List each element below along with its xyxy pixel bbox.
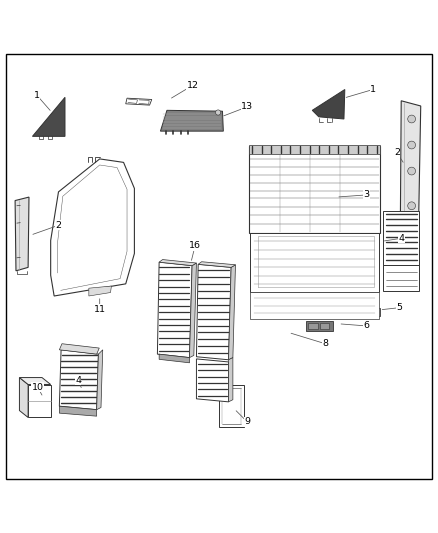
Polygon shape [15,197,29,271]
Polygon shape [219,384,244,427]
Circle shape [408,202,416,209]
Text: 3: 3 [364,190,370,199]
Polygon shape [51,159,134,296]
Polygon shape [159,354,190,363]
Text: 5: 5 [396,303,402,312]
Polygon shape [97,350,103,410]
Polygon shape [229,265,236,360]
Text: 8: 8 [322,339,328,348]
Circle shape [408,115,416,123]
Text: 4: 4 [398,234,404,243]
Text: 4: 4 [75,376,81,385]
Polygon shape [248,146,380,233]
Polygon shape [308,323,318,329]
Text: 1: 1 [370,85,376,94]
Polygon shape [160,110,223,131]
Text: 2: 2 [394,148,400,157]
Polygon shape [248,145,380,154]
Polygon shape [198,262,236,268]
Text: 16: 16 [189,241,201,250]
Text: 9: 9 [244,417,250,426]
Text: 1: 1 [34,91,40,100]
Polygon shape [306,321,333,330]
Polygon shape [89,286,111,296]
Polygon shape [312,90,345,119]
Polygon shape [190,263,196,358]
Polygon shape [19,377,28,417]
Polygon shape [60,406,97,416]
Polygon shape [348,308,380,317]
Text: 10: 10 [32,383,44,392]
Polygon shape [32,98,65,136]
Polygon shape [60,344,99,354]
Circle shape [408,167,416,175]
Polygon shape [320,323,329,329]
Circle shape [408,141,416,149]
Polygon shape [196,264,231,360]
Text: 11: 11 [94,304,106,313]
Polygon shape [19,377,51,384]
Circle shape [215,110,221,115]
Polygon shape [157,262,192,358]
Polygon shape [196,359,229,402]
Polygon shape [250,233,378,292]
Text: 6: 6 [364,321,370,330]
Polygon shape [28,384,51,417]
Polygon shape [229,358,233,402]
Polygon shape [383,265,419,291]
Polygon shape [60,350,99,410]
Polygon shape [126,98,152,105]
Polygon shape [250,292,378,319]
Text: 13: 13 [241,102,253,111]
Polygon shape [400,101,421,224]
Text: 12: 12 [187,80,199,90]
Polygon shape [383,211,419,265]
Text: 2: 2 [56,221,61,230]
Polygon shape [159,260,196,265]
